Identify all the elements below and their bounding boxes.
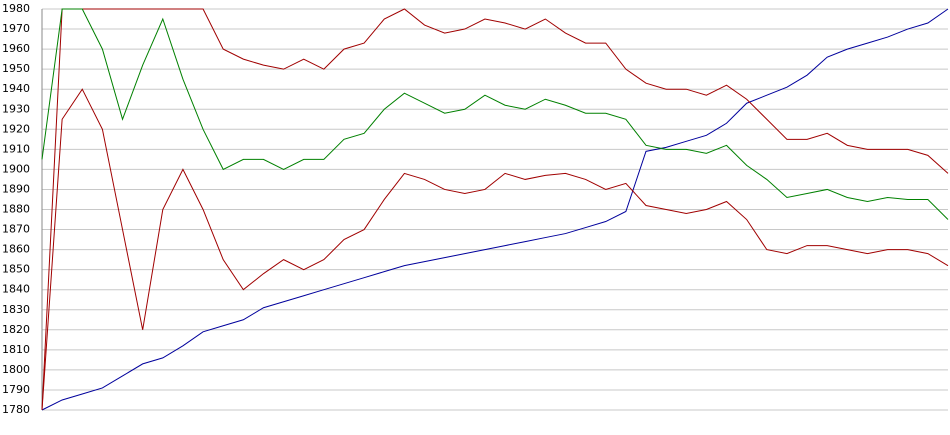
y-tick-label: 1910 (2, 142, 30, 155)
y-tick-label: 1850 (2, 263, 30, 276)
y-tick-label: 1950 (2, 62, 30, 75)
y-tick-label: 1860 (2, 243, 30, 256)
y-tick-label: 1810 (2, 343, 30, 356)
y-tick-label: 1840 (2, 283, 30, 296)
y-tick-label: 1900 (2, 162, 30, 175)
series-line (41, 8, 949, 411)
y-tick-label: 1960 (2, 42, 30, 55)
series-line (41, 8, 949, 411)
series-line (41, 88, 949, 411)
y-tick-label: 1870 (2, 223, 30, 236)
y-tick-label: 1830 (2, 303, 30, 316)
y-tick-label: 1790 (2, 383, 30, 396)
y-tick-label: 1800 (2, 363, 30, 376)
y-tick-label: 1820 (2, 323, 30, 336)
y-tick-label: 1930 (2, 102, 30, 115)
y-tick-label: 1980 (2, 2, 30, 15)
y-tick-label: 1920 (2, 122, 30, 135)
y-tick-label: 1970 (2, 22, 30, 35)
y-tick-label: 1880 (2, 203, 30, 216)
y-tick-label: 1780 (2, 403, 30, 416)
y-tick-label: 1940 (2, 82, 30, 95)
y-tick-label: 1890 (2, 182, 30, 195)
series-line (41, 8, 949, 220)
